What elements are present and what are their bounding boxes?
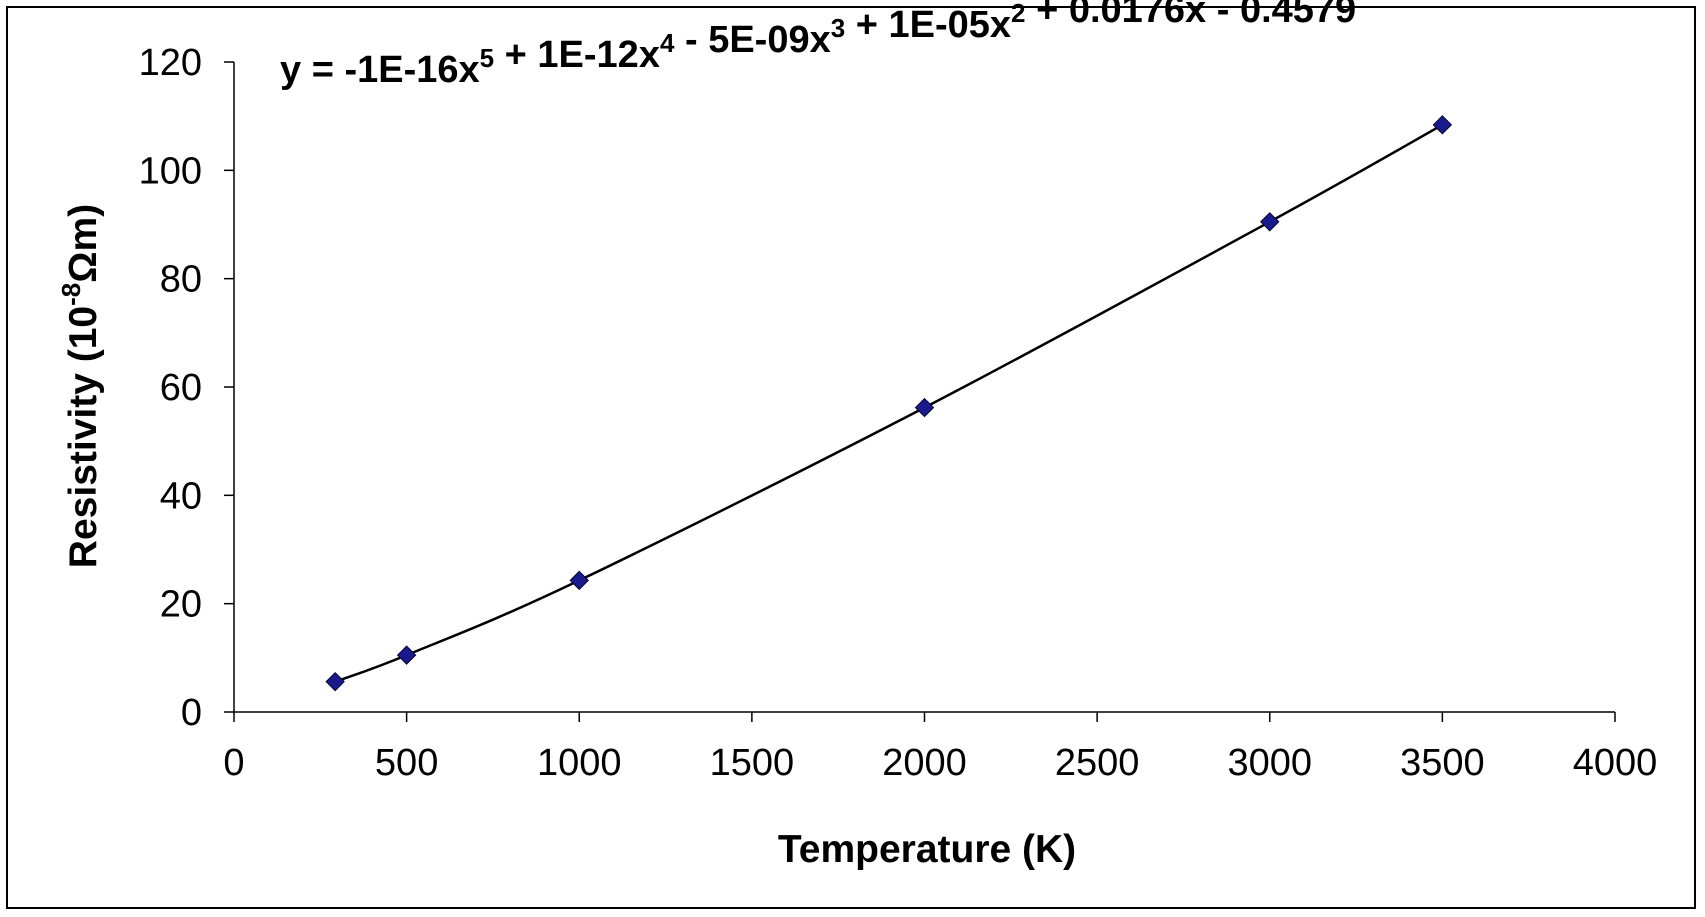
x-tick-label: 3000	[1227, 742, 1312, 784]
trendline-curve	[334, 123, 1443, 683]
y-axis-title-unit: Ωm)	[62, 204, 105, 283]
equation-exponent: 2	[1011, 0, 1025, 28]
x-tick-label: 2500	[1055, 742, 1140, 784]
data-point	[569, 570, 589, 591]
y-tick-label: 60	[160, 367, 202, 409]
trendline-equation: y = -1E-16x5 + 1E-12x4 - 5E-09x3 + 1E-05…	[280, 0, 1356, 91]
y-axis-title-exponent: -8	[56, 283, 86, 306]
equation-term: + 1E-12x	[494, 34, 660, 76]
x-tick-label: 3500	[1400, 742, 1485, 784]
data-point	[914, 397, 935, 418]
y-axis-title-prefix: Resistivity (10	[62, 306, 105, 568]
x-axis-title: Temperature (K)	[778, 828, 1076, 871]
data-points	[325, 115, 1453, 692]
y-tick-label: 120	[139, 42, 202, 84]
equation-term: - 5E-09x	[674, 19, 830, 61]
chart-frame	[6, 6, 1696, 909]
equation-exponent: 4	[660, 28, 675, 58]
trendline	[334, 123, 1443, 683]
equation-exponent: 3	[831, 13, 845, 43]
x-tick-label: 1500	[710, 742, 795, 784]
y-tick-label: 40	[160, 475, 202, 517]
y-axis-title: Resistivity (10-8Ωm)	[56, 204, 105, 568]
axis-labels: 0 20 40 60 80 100 120 0 500 1000 1500 2000 2500 3000 3…	[139, 42, 1658, 784]
equation-term: + 1E-05x	[845, 4, 1011, 46]
x-tick-label: 2000	[882, 742, 967, 784]
data-point	[1432, 115, 1453, 135]
y-tick-label: 80	[160, 259, 202, 301]
y-tick-label: 20	[160, 584, 202, 626]
axes	[224, 61, 1616, 722]
data-point	[396, 645, 417, 665]
data-point	[325, 671, 345, 692]
y-tick-label: 0	[181, 692, 202, 734]
equation-exponent: 5	[480, 43, 494, 73]
x-tick-label: 500	[375, 742, 438, 784]
x-tick-label: 0	[223, 742, 244, 784]
equation-term: y = -1E-16x	[280, 49, 480, 91]
x-tick-label: 4000	[1573, 742, 1658, 784]
equation-term: + 0.0176x - 0.4579	[1026, 0, 1357, 31]
y-tick-label: 100	[139, 150, 202, 192]
data-point	[1260, 212, 1280, 232]
x-tick-label: 1000	[537, 742, 622, 784]
